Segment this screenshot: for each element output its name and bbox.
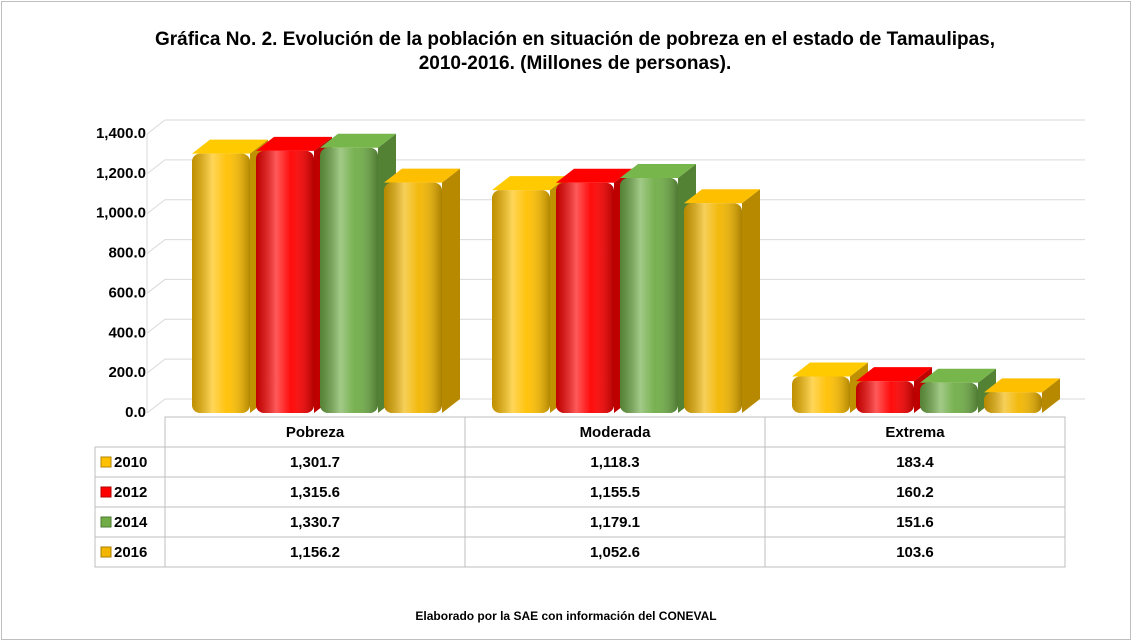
x-tick-label: Pobreza [286, 424, 345, 441]
bar-top [192, 139, 268, 154]
bar [920, 368, 996, 413]
bar-shine [684, 203, 742, 413]
bar-shine [256, 150, 314, 414]
legend-label: 2016 [114, 544, 147, 561]
grid-line [146, 278, 1085, 294]
data-label: 183.4 [896, 454, 934, 471]
bar-shine [856, 381, 914, 413]
legend-key [100, 516, 112, 528]
bar-shine [920, 382, 978, 413]
bar-shine [984, 392, 1042, 413]
data-label: 1,155.5 [590, 484, 640, 501]
bar [384, 168, 460, 413]
grid-line [146, 358, 1085, 374]
data-label: 1,156.2 [290, 544, 340, 561]
bar-top [384, 168, 460, 183]
y-tick-label: 0.0 [125, 404, 146, 421]
bar-top [684, 189, 760, 204]
bar [620, 164, 696, 413]
bar-top [984, 378, 1060, 393]
bar-top [920, 368, 996, 383]
bar [684, 189, 760, 413]
x-tick-label: Extrema [885, 424, 945, 441]
legend-label: 2014 [114, 514, 148, 531]
legend-label: 2012 [114, 484, 147, 501]
bar [984, 378, 1060, 413]
data-label: 151.6 [896, 514, 934, 531]
bar-shine [320, 147, 378, 414]
bar-side [1042, 378, 1060, 413]
data-label: 1,330.7 [290, 514, 340, 531]
grid-line [146, 119, 1085, 135]
bar-shine [384, 182, 442, 413]
y-tick-label: 1,200.0 [96, 165, 146, 182]
grid-line [146, 159, 1085, 175]
data-label: 1,315.6 [290, 484, 340, 501]
grid-line [146, 199, 1085, 215]
bar [492, 176, 568, 413]
source-note: Elaborado por la SAE con información del… [415, 609, 716, 623]
y-tick-label: 200.0 [108, 364, 146, 381]
bar-shine [792, 376, 850, 413]
y-tick-label: 400.0 [108, 324, 146, 341]
legend-key [100, 486, 112, 498]
bar-top [792, 362, 868, 377]
chart-title: Gráfica No. 2. Evolución de la población… [154, 29, 996, 74]
bar [320, 133, 396, 414]
bar-shine [556, 182, 614, 413]
data-label: 160.2 [896, 484, 934, 501]
bar-shine [192, 153, 250, 413]
data-label: 103.6 [896, 544, 934, 561]
y-tick-label: 1,000.0 [96, 205, 146, 222]
legend-label: 2010 [114, 454, 147, 471]
bar-side [442, 168, 460, 413]
bar-side [742, 189, 760, 413]
bar-top [556, 168, 632, 183]
bar-top [320, 133, 396, 148]
data-label: 1,118.3 [590, 454, 639, 471]
grid-line [146, 318, 1085, 334]
legend-key [100, 456, 112, 468]
bar-top [856, 367, 932, 382]
data-label: 1,052.6 [590, 544, 640, 561]
y-tick-label: 800.0 [108, 245, 146, 262]
data-label: 1,301.7 [290, 454, 340, 471]
bar-top [256, 136, 332, 151]
grid-line [146, 398, 1085, 414]
grid-line [146, 239, 1085, 254]
legend-key [100, 546, 112, 558]
x-tick-label: Moderada [580, 424, 652, 441]
bar-top [492, 176, 568, 191]
y-tick-label: 600.0 [108, 284, 146, 301]
data-label: 1,179.1 [590, 514, 640, 531]
y-tick-label: 1,400.0 [96, 125, 146, 142]
bar-shine [620, 178, 678, 413]
bar-shine [492, 190, 550, 413]
bar-top [620, 164, 696, 179]
